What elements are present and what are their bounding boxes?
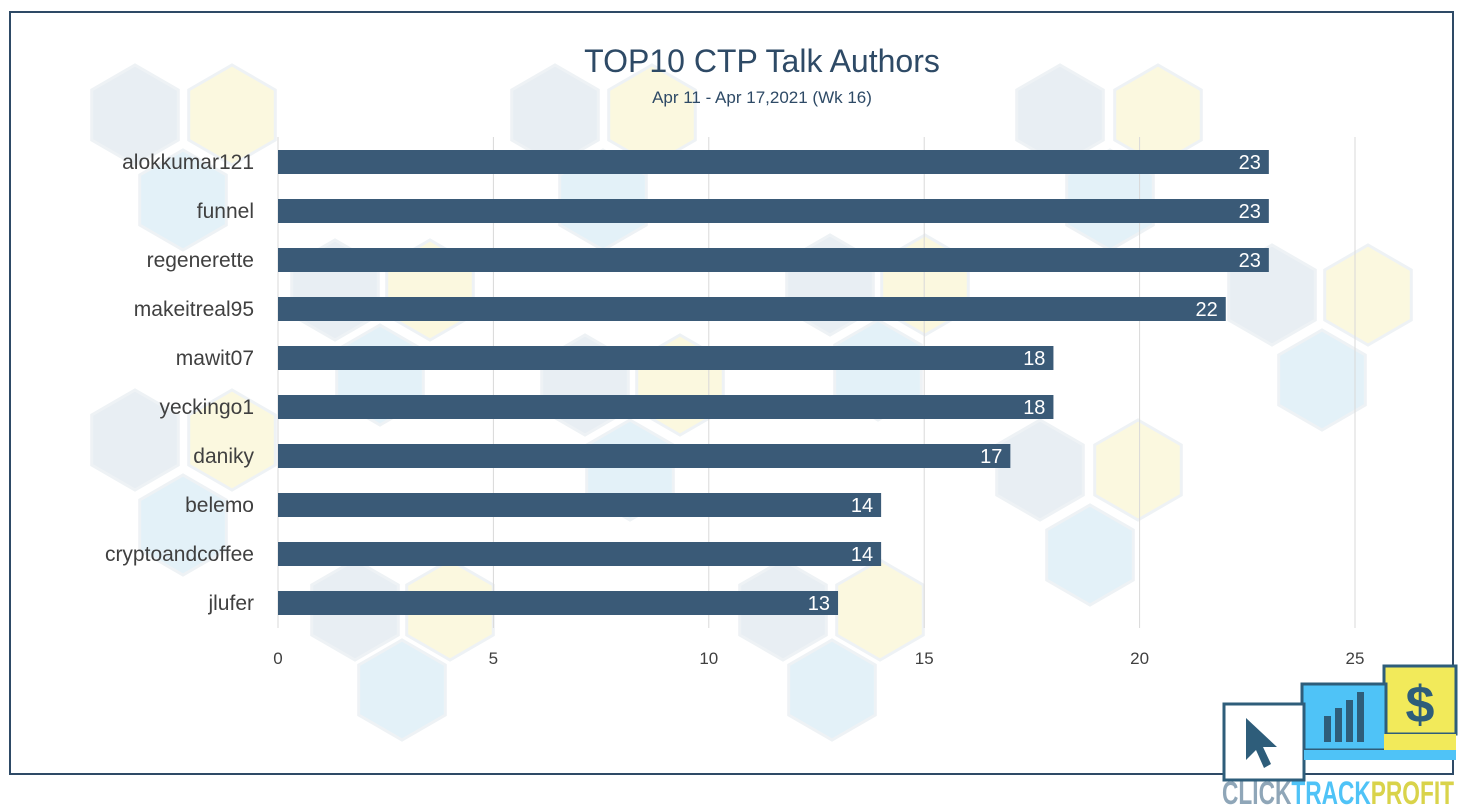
background-hexagon	[1277, 328, 1367, 432]
category-label: belemo	[185, 494, 254, 517]
chart-subtitle: Apr 11 - Apr 17,2021 (Wk 16)	[652, 88, 872, 107]
bar-value-label: 23	[1239, 201, 1261, 223]
logo-blue-strip	[1304, 750, 1456, 760]
bar	[278, 542, 882, 566]
bar	[278, 444, 1011, 468]
logo-yellow-strip	[1384, 734, 1456, 750]
chart-title: TOP10 CTP Talk Authors	[584, 43, 940, 79]
background-hexagon	[1093, 418, 1183, 522]
background-hexagon	[138, 473, 228, 577]
bar	[278, 346, 1054, 370]
bars: 23 23 23 22 18 18 17 14 14 13	[278, 150, 1269, 615]
bar	[278, 199, 1269, 223]
background-hexagon	[1045, 503, 1135, 607]
category-label: mawit07	[176, 347, 254, 370]
logo-text-click: CLICK	[1222, 775, 1291, 808]
category-label: daniky	[193, 445, 254, 468]
logo-text-track: TRACK	[1291, 775, 1370, 808]
bar-value-label: 23	[1239, 250, 1261, 272]
bar-value-label: 14	[851, 495, 873, 517]
background-hexagon	[90, 63, 180, 167]
background-hexagon	[1113, 63, 1203, 167]
bar-value-label: 14	[851, 544, 873, 566]
background-hexagon	[187, 388, 277, 492]
category-labels: alokkumar121 funnel regenerette makeitreal9…	[105, 151, 255, 615]
category-label: alokkumar121	[122, 151, 254, 174]
bar-value-label: 13	[808, 593, 830, 615]
background-hexagon	[357, 638, 447, 742]
x-tick-label: 5	[489, 649, 498, 668]
x-tick-label: 20	[1130, 649, 1149, 668]
x-axis-ticks: 0 5 10 15 20 25	[273, 649, 1364, 668]
category-label: jlufer	[207, 592, 254, 615]
category-label: cryptoandcoffee	[105, 543, 254, 566]
background-hexagon	[187, 63, 277, 167]
logo-bar-chart-icon	[1324, 692, 1364, 742]
bar	[278, 395, 1054, 419]
background-hexagon	[607, 63, 697, 167]
bar	[278, 493, 882, 517]
background-hexagon	[510, 63, 600, 167]
category-label: regenerette	[147, 249, 254, 272]
bar-value-label: 18	[1023, 397, 1045, 419]
bar-value-label: 23	[1239, 152, 1261, 174]
background-hexagon	[1323, 243, 1413, 347]
background-hexagon	[138, 148, 228, 252]
logo-cursor-icon	[1246, 718, 1277, 768]
x-tick-label: 25	[1346, 649, 1365, 668]
bar-value-label: 18	[1023, 348, 1045, 370]
background-hexagon	[787, 638, 877, 742]
bar	[278, 591, 839, 615]
logo-dollar-icon: $	[1406, 676, 1435, 734]
clicktrackprofit-logo: $ CLICKTRACKPROFIT	[1222, 664, 1458, 808]
logo-wordmark: CLICKTRACKPROFIT	[1222, 775, 1454, 808]
bar-value-label: 22	[1196, 299, 1218, 321]
bar	[278, 297, 1226, 321]
bar-value-label: 17	[980, 446, 1002, 468]
category-label: yeckingo1	[159, 396, 254, 419]
x-tick-label: 0	[273, 649, 282, 668]
background-hexagon	[995, 418, 1085, 522]
x-tick-label: 15	[915, 649, 934, 668]
bar	[278, 248, 1269, 272]
category-label: funnel	[197, 200, 254, 223]
background-hexagon	[1015, 63, 1105, 167]
bar	[278, 150, 1269, 174]
x-tick-label: 10	[699, 649, 718, 668]
background-hexagon	[90, 388, 180, 492]
logo-chart-box	[1300, 682, 1388, 752]
logo-text-profit: PROFIT	[1371, 775, 1455, 808]
category-label: makeitreal95	[134, 298, 254, 321]
